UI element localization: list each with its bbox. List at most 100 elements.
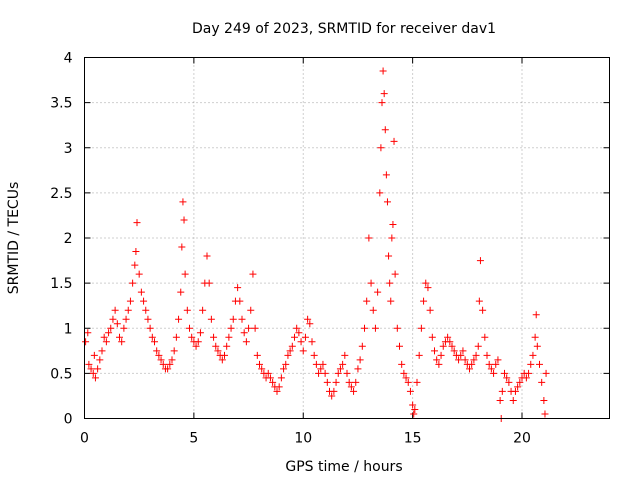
data-point bbox=[498, 387, 506, 395]
data-point bbox=[496, 396, 504, 404]
data-point bbox=[146, 324, 154, 332]
data-point bbox=[424, 284, 432, 292]
data-point bbox=[350, 387, 358, 395]
data-point bbox=[487, 365, 495, 373]
data-point bbox=[82, 338, 90, 346]
data-point bbox=[540, 396, 548, 404]
data-point bbox=[155, 351, 163, 359]
data-point bbox=[157, 356, 165, 364]
data-point bbox=[288, 342, 296, 350]
data-point bbox=[98, 347, 106, 355]
data-point bbox=[531, 333, 539, 341]
data-point bbox=[446, 338, 454, 346]
data-point bbox=[273, 387, 281, 395]
data-point bbox=[382, 171, 390, 179]
data-point bbox=[354, 365, 362, 373]
data-point bbox=[361, 324, 368, 332]
y-tick-label: 0 bbox=[64, 412, 73, 428]
data-point bbox=[113, 320, 121, 328]
data-point bbox=[334, 369, 342, 377]
data-point bbox=[516, 378, 524, 386]
data-point bbox=[140, 297, 148, 305]
data-point bbox=[317, 365, 325, 373]
data-point bbox=[166, 360, 174, 368]
data-point bbox=[223, 342, 231, 350]
data-point bbox=[503, 374, 511, 382]
data-point bbox=[221, 351, 228, 359]
grid-layer bbox=[84, 57, 610, 419]
data-point bbox=[275, 383, 283, 391]
tick-layer: 0 0.5 1 1.5 2 2.5 3 3.5 4 0 5 10 15 20 bbox=[50, 51, 610, 447]
data-point bbox=[532, 311, 540, 319]
data-point bbox=[118, 338, 126, 346]
y-tick-label: 1 bbox=[64, 321, 73, 337]
data-point bbox=[476, 257, 484, 265]
data-point bbox=[529, 351, 537, 359]
data-point bbox=[301, 333, 309, 341]
data-point bbox=[481, 333, 489, 341]
data-point bbox=[116, 333, 123, 341]
data-point bbox=[336, 365, 344, 373]
data-point bbox=[328, 392, 336, 400]
data-point bbox=[439, 342, 447, 350]
data-point bbox=[380, 90, 388, 98]
data-point bbox=[137, 288, 145, 296]
data-point bbox=[236, 297, 244, 305]
data-point bbox=[369, 306, 377, 314]
data-point bbox=[420, 297, 428, 305]
data-point bbox=[363, 297, 371, 305]
y-tick-label: 4 bbox=[64, 51, 73, 67]
data-point bbox=[386, 279, 394, 287]
data-point bbox=[410, 410, 418, 418]
data-point bbox=[538, 378, 546, 386]
data-point bbox=[428, 333, 436, 341]
data-point bbox=[479, 306, 487, 314]
data-point bbox=[339, 360, 347, 368]
data-point bbox=[308, 338, 316, 346]
data-point bbox=[153, 347, 161, 355]
data-point bbox=[437, 351, 445, 359]
data-point bbox=[90, 351, 98, 359]
data-point bbox=[450, 347, 458, 355]
chart-title: Day 249 of 2023, SRMTID for receiver dav… bbox=[192, 21, 496, 37]
data-point bbox=[291, 333, 298, 341]
data-point bbox=[181, 270, 189, 278]
data-point bbox=[253, 351, 261, 359]
data-point bbox=[238, 315, 246, 323]
data-point bbox=[490, 369, 498, 377]
data-point bbox=[269, 378, 277, 386]
data-point bbox=[94, 365, 102, 373]
data-point bbox=[122, 315, 130, 323]
data-point bbox=[345, 378, 353, 386]
data-point bbox=[194, 338, 202, 346]
data-point bbox=[466, 365, 473, 373]
data-point bbox=[280, 365, 288, 373]
data-point bbox=[390, 137, 398, 145]
data-point bbox=[525, 369, 533, 377]
data-point bbox=[299, 347, 307, 355]
data-point bbox=[84, 329, 92, 337]
data-point bbox=[85, 360, 93, 368]
data-point bbox=[107, 324, 115, 332]
data-point bbox=[341, 351, 349, 359]
data-point bbox=[129, 279, 137, 287]
data-point bbox=[494, 356, 502, 364]
data-point bbox=[459, 347, 467, 355]
data-point bbox=[124, 306, 132, 314]
data-point bbox=[207, 315, 215, 323]
data-point bbox=[310, 351, 318, 359]
data-point bbox=[431, 347, 438, 355]
data-point bbox=[483, 351, 491, 359]
data-point bbox=[306, 320, 314, 328]
data-point bbox=[388, 234, 396, 242]
data-point bbox=[377, 144, 385, 152]
data-point bbox=[472, 351, 480, 359]
data-point bbox=[100, 333, 108, 341]
data-point bbox=[180, 216, 188, 224]
data-point bbox=[293, 324, 301, 332]
data-point bbox=[542, 369, 550, 377]
data-point bbox=[404, 378, 412, 386]
data-point bbox=[457, 351, 465, 359]
data-point bbox=[312, 360, 320, 368]
